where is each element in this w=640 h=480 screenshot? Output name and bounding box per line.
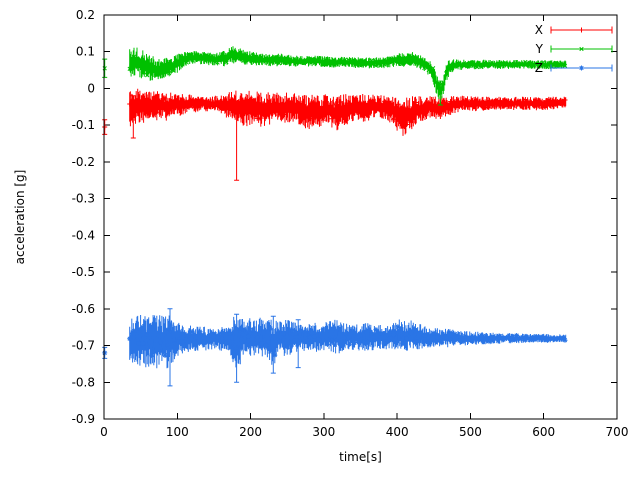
legend-label-Y: Y — [535, 42, 544, 56]
y-axis-tick-label: 0.2 — [76, 8, 95, 22]
y-axis-tick-label: -0.5 — [72, 265, 95, 279]
x-axis-title: time[s] — [339, 450, 382, 464]
series-X — [102, 88, 568, 181]
x-axis-tick-label: 600 — [532, 425, 555, 439]
y-axis-tick-label: -0.9 — [72, 412, 95, 426]
y-axis-tick-label: -0.6 — [72, 302, 95, 316]
series-Z-markers — [102, 324, 568, 358]
series-Z — [102, 308, 568, 387]
y-axis-tick-label: -0.8 — [72, 375, 95, 389]
x-axis-tick-label: 100 — [166, 425, 189, 439]
legend-label-X: X — [535, 23, 543, 37]
series-X-line — [129, 96, 567, 127]
x-axis-tick-label: 200 — [239, 425, 262, 439]
legend-sample-X — [550, 26, 613, 34]
series-X-markers — [102, 95, 568, 130]
y-axis-tick-label: -0.7 — [72, 339, 95, 353]
series-Y-line — [129, 49, 567, 95]
y-axis-tick-label: -0.3 — [72, 192, 95, 206]
y-axis-title: acceleration [g] — [13, 170, 27, 265]
y-axis-tick-label: -0.1 — [72, 118, 95, 132]
legend-sample-Z — [550, 64, 613, 72]
legend-label-Z: Z — [535, 61, 543, 75]
axis-ticks — [103, 14, 618, 420]
x-axis-tick-label: 0 — [100, 425, 108, 439]
x-axis-tick-label: 400 — [386, 425, 409, 439]
legend: XYZ — [535, 23, 613, 75]
series-Y — [102, 46, 568, 106]
x-axis-tick-label: 300 — [312, 425, 335, 439]
y-axis-tick-label: -0.4 — [72, 228, 95, 242]
y-axis-tick-label: -0.2 — [72, 155, 95, 169]
legend-sample-Y — [550, 45, 613, 53]
y-axis-tick-label: 0 — [87, 81, 95, 95]
y-axis-tick-label: 0.1 — [76, 45, 95, 59]
x-axis-tick-label: 700 — [606, 425, 629, 439]
x-axis-tick-label: 500 — [459, 425, 482, 439]
series-Y-markers — [102, 49, 568, 88]
plot-border — [103, 14, 618, 420]
